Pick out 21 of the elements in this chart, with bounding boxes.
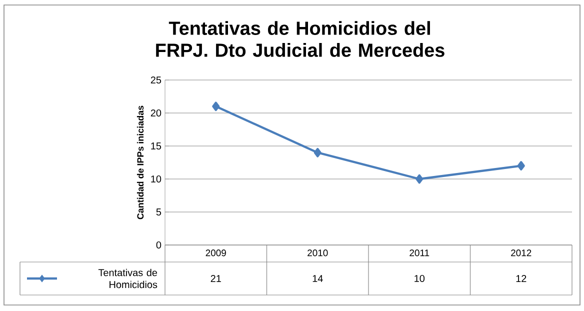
y-tick-label: 15 <box>151 142 162 150</box>
x-tick-label: 2012 <box>511 250 532 256</box>
y-tick-label: 5 <box>156 208 162 216</box>
y-tick-label: 20 <box>150 109 162 117</box>
y-tick-label: 25 <box>150 76 162 84</box>
point <box>314 148 322 158</box>
y-axis-title: Cantidad de IPPs iniciadas <box>136 106 144 220</box>
text: Tentativas de Homicidios <box>98 268 158 288</box>
data-label: 21 <box>210 275 221 282</box>
x-tick-label: 2010 <box>308 250 328 256</box>
point <box>517 161 525 170</box>
point <box>416 174 424 184</box>
data-label: 12 <box>516 275 526 282</box>
point <box>212 102 220 112</box>
chart-title: Tentativas de Homicidios del FRPJ. Dto Judicial de Mercedes <box>156 21 444 57</box>
x-tick-label: 2009 <box>206 250 226 256</box>
y-tick-label: 0 <box>156 241 162 249</box>
x-tick-label: 2011 <box>410 250 430 256</box>
data-label: 14 <box>312 275 323 282</box>
y-tick-label: 10 <box>151 175 162 183</box>
data-label: 10 <box>414 274 425 282</box>
